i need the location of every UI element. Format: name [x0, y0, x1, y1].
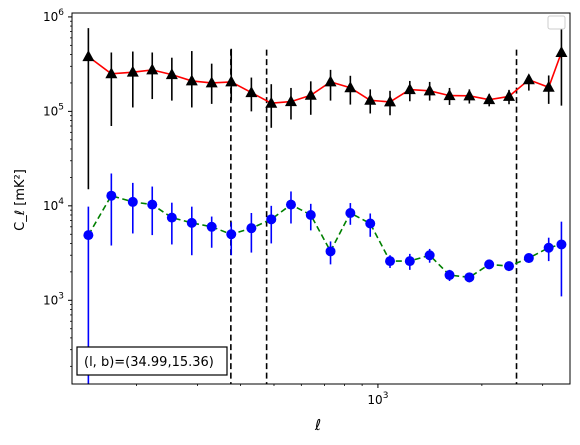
data-point [345, 207, 356, 218]
data-point [105, 67, 118, 79]
data-point [384, 95, 397, 107]
data-point [285, 199, 296, 210]
data-point [404, 256, 415, 267]
data-point [147, 199, 158, 210]
data-point [364, 93, 377, 105]
plot-frame [71, 12, 571, 385]
data-point [324, 75, 337, 87]
y-tick-label: 106 [43, 8, 64, 24]
data-point [185, 74, 198, 86]
annotation-frame [76, 346, 228, 376]
data-point [443, 89, 456, 101]
annotation-box: (l, b)=(34.99,15.36) [76, 346, 228, 376]
data-point [265, 96, 278, 108]
data-point [424, 250, 435, 261]
data-point [205, 76, 218, 88]
data-point [126, 65, 139, 77]
data-point [522, 73, 535, 85]
y-tick-label: 104 [43, 197, 64, 213]
legend [547, 15, 566, 30]
data-point [463, 89, 476, 101]
series-layer [82, 26, 568, 384]
data-point [403, 83, 416, 95]
data-point [423, 84, 436, 96]
data-point [246, 223, 257, 234]
y-tick-label: 105 [43, 102, 64, 118]
data-point [266, 214, 277, 225]
data-point [305, 209, 316, 220]
x-tick-label: 103 [367, 391, 388, 407]
data-point [82, 50, 95, 62]
data-point [483, 93, 496, 105]
data-point [523, 253, 534, 264]
tick-layer: 103 104 105 106 103 [43, 8, 544, 407]
y-tick-label: 103 [43, 291, 64, 307]
data-point [166, 212, 177, 223]
data-point [344, 81, 357, 93]
data-point [484, 259, 495, 270]
data-point [325, 246, 336, 257]
data-point [504, 261, 515, 272]
data-point [385, 256, 396, 267]
data-point [365, 218, 376, 229]
x-axis-label: ℓ [314, 416, 321, 434]
data-point [127, 196, 138, 207]
data-point [106, 190, 117, 201]
legend-box [547, 15, 566, 30]
data-point [503, 89, 516, 101]
data-point [186, 217, 197, 228]
data-point [165, 68, 178, 80]
data-point [206, 221, 217, 232]
data-point [542, 80, 555, 92]
vertical-line-layer [230, 49, 518, 384]
data-point [146, 63, 159, 75]
data-point [444, 270, 455, 281]
data-point [226, 229, 237, 240]
data-point [284, 95, 297, 107]
data-point [543, 242, 554, 253]
series-1 [82, 26, 568, 190]
data-point [464, 272, 475, 283]
data-point [225, 75, 238, 87]
data-point [245, 86, 258, 98]
data-point [556, 239, 567, 250]
y-axis-label: C_ℓ [mK²] [13, 169, 28, 231]
data-point [304, 88, 317, 100]
data-point [83, 230, 94, 241]
annotation-text: (l, b)=(34.99,15.36) [84, 355, 214, 370]
data-point [555, 45, 568, 57]
